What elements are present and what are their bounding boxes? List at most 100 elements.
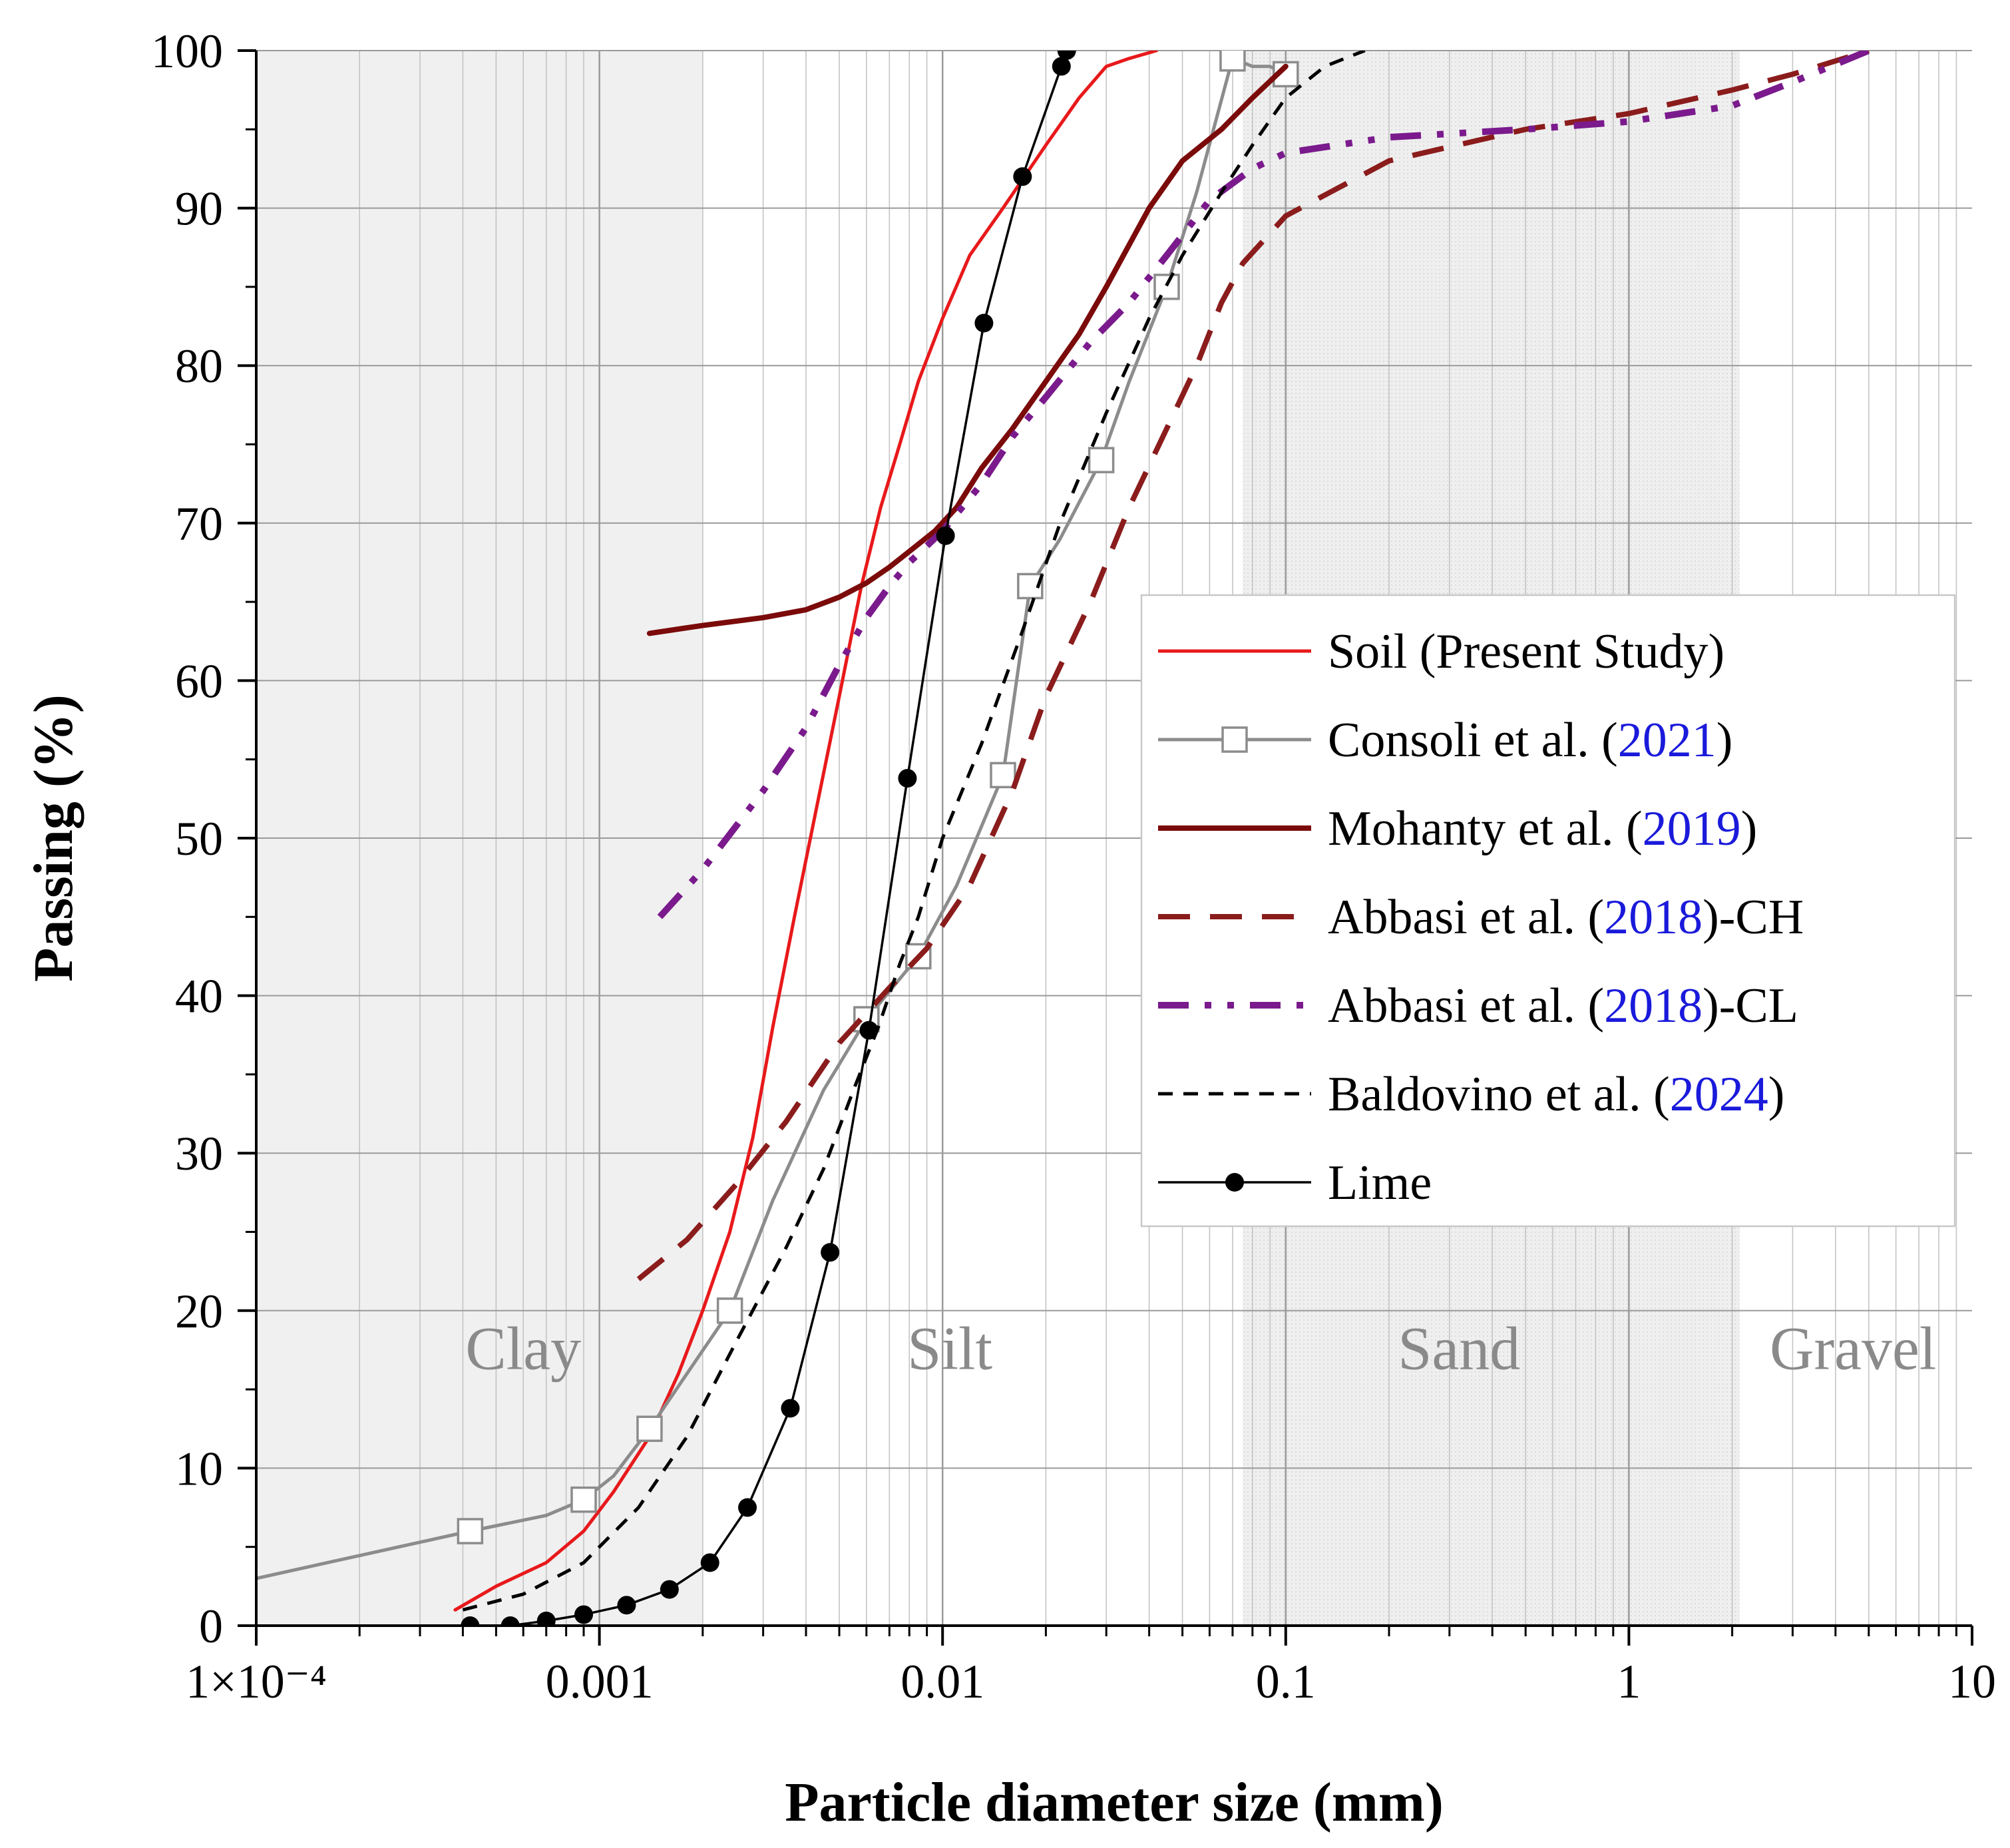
y-tick-label: 10 [175, 1442, 223, 1495]
series-line [256, 57, 1288, 1580]
data-point [1088, 447, 1115, 473]
y-tick-label: 80 [175, 340, 223, 393]
x-tick-label: 0.01 [901, 1655, 984, 1708]
zone-labels: Clay Silt Sand Gravel [465, 1314, 1936, 1382]
legend-label-text: Consoli et al. ( [1328, 713, 1618, 768]
legend-label-text: Baldovino et al. ( [1328, 1067, 1670, 1122]
series-group [256, 51, 1870, 1626]
legend-box [1140, 594, 1956, 1228]
legend-label: Consoli et al. (2021) [1328, 713, 1732, 768]
x-tick-label: 0.1 [1256, 1655, 1316, 1708]
data-point [536, 1611, 556, 1626]
legend-label-year-link[interactable]: 2024 [1670, 1067, 1768, 1122]
data-point [974, 314, 994, 333]
data-point [821, 1243, 840, 1262]
data-point [501, 1616, 520, 1626]
legend-label-year-link[interactable]: 2018 [1604, 890, 1703, 945]
x-axis-title: Particle diameter size (mm) [785, 1771, 1444, 1833]
series-mohanty-et-al-2019 [646, 63, 1289, 636]
data-point [898, 769, 917, 788]
y-tick-label: 40 [175, 970, 223, 1023]
x-tick-label: 10 [1948, 1655, 1996, 1708]
data-point [781, 1399, 800, 1418]
legend-swatch-marker [1225, 1173, 1244, 1192]
legend: Soil (Present Study) Consoli et al. (2021… [1140, 594, 1956, 1228]
legend-label: Baldovino et al. (2024) [1328, 1067, 1784, 1122]
legend-label: Soil (Present Study) [1328, 624, 1724, 679]
data-point [700, 1553, 719, 1572]
series-line [462, 51, 1366, 1612]
x-tick-label: 1×10⁻⁴ [186, 1655, 327, 1708]
series-baldovino-et-al-2024 [462, 51, 1366, 1612]
legend-label-year-link[interactable]: 2019 [1643, 802, 1741, 856]
zone-label-clay: Clay [465, 1314, 581, 1382]
legend-label-text: Abbasi et al. ( [1328, 979, 1604, 1033]
legend-label-year-link[interactable]: 2021 [1618, 713, 1716, 768]
y-tick-label: 30 [175, 1127, 223, 1180]
legend-item-baldovino-et-al-2024: Baldovino et al. (2024) [1158, 1067, 1784, 1122]
legend-label-text: Soil (Present Study) [1328, 624, 1724, 679]
zone-label-silt: Silt [907, 1314, 992, 1382]
y-tick-label: 90 [175, 182, 223, 236]
data-point [859, 1021, 879, 1040]
legend-item-soil-present-study: Soil (Present Study) [1158, 624, 1724, 679]
y-tick-label: 20 [175, 1285, 223, 1338]
y-tick-label: 50 [175, 812, 223, 865]
data-point [461, 1616, 480, 1626]
series-lime [461, 51, 1076, 1626]
legend-label-year-link[interactable]: 2018 [1604, 979, 1703, 1033]
series-abbasi-et-al-2018-ch [636, 51, 1870, 1281]
data-point [738, 1498, 757, 1517]
y-tick-label: 0 [199, 1600, 223, 1653]
legend-label-text: Abbasi et al. ( [1328, 890, 1604, 945]
legend-item-lime: Lime [1158, 1156, 1432, 1210]
series-line [453, 51, 1158, 1612]
axes: 1×10⁻⁴ 0.001 0.01 0.1 1 100102030405060708090… [151, 25, 1996, 1708]
data-point [1153, 274, 1180, 300]
data-point [1057, 51, 1076, 60]
legend-label-text: Lime [1328, 1156, 1432, 1210]
legend-label: Abbasi et al. (2018)-CH [1328, 890, 1804, 945]
legend-label: Mohanty et al. (2019) [1328, 802, 1757, 856]
y-tick-label: 100 [151, 25, 223, 78]
zone-label-sand: Sand [1398, 1314, 1520, 1382]
legend-item-consoli-et-al-2021: Consoli et al. (2021) [1158, 713, 1732, 768]
legend-item-mohanty-et-al-2019: Mohanty et al. (2019) [1158, 802, 1757, 856]
data-point [1052, 57, 1071, 76]
y-tick-label: 60 [175, 654, 223, 708]
data-point [716, 1297, 743, 1324]
data-point [457, 1518, 484, 1544]
data-point [570, 1486, 597, 1513]
series-soil-present-study [453, 51, 1158, 1612]
data-point [617, 1596, 636, 1615]
data-point [1013, 167, 1032, 186]
legend-label-suffix: )-CL [1703, 979, 1798, 1033]
data-point [936, 526, 955, 545]
series-abbasi-et-al-2018-cl [657, 51, 1870, 919]
legend-label-suffix: ) [1768, 1067, 1785, 1122]
legend-label-suffix: )-CH [1703, 890, 1804, 945]
data-point [990, 762, 1016, 789]
legend-label-suffix: ) [1741, 802, 1758, 856]
series-line [636, 51, 1870, 1281]
x-tick-label: 0.001 [546, 1655, 654, 1708]
x-tick-label: 1 [1617, 1655, 1641, 1708]
legend-label: Abbasi et al. (2018)-CL [1328, 979, 1798, 1033]
data-point [660, 1580, 679, 1599]
data-point [636, 1415, 663, 1442]
legend-label: Lime [1328, 1156, 1432, 1210]
y-axis-title: Passing (%) [23, 694, 85, 982]
data-point [574, 1605, 594, 1624]
data-point [1219, 51, 1246, 72]
legend-label-text: Mohanty et al. ( [1328, 802, 1643, 856]
legend-item-abbasi-et-al-2018-ch: Abbasi et al. (2018)-CH [1158, 890, 1804, 945]
legend-swatch-marker [1221, 726, 1248, 753]
grid [256, 50, 1972, 1626]
zone-label-gravel: Gravel [1770, 1314, 1936, 1382]
series-line [657, 51, 1870, 919]
series-line [646, 63, 1289, 636]
legend-item-abbasi-et-al-2018-cl: Abbasi et al. (2018)-CL [1158, 979, 1798, 1033]
legend-label-suffix: ) [1716, 713, 1733, 768]
